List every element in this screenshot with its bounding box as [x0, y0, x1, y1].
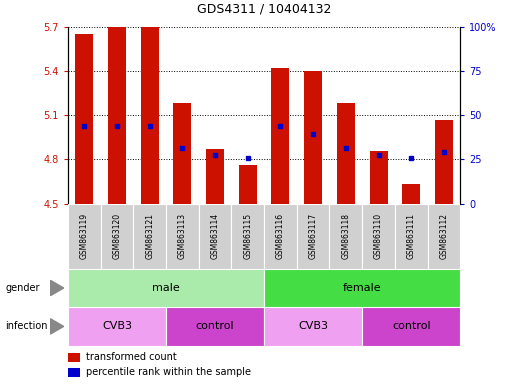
Bar — [108, 27, 126, 204]
Text: gender: gender — [5, 283, 40, 293]
Bar — [166, 307, 264, 346]
Bar — [362, 204, 395, 269]
Bar — [402, 184, 420, 204]
Bar — [264, 204, 297, 269]
Bar — [68, 353, 79, 362]
Text: GSM863113: GSM863113 — [178, 213, 187, 259]
Text: GSM863114: GSM863114 — [211, 213, 220, 259]
Bar — [68, 368, 79, 377]
Bar — [133, 204, 166, 269]
Text: GSM863116: GSM863116 — [276, 213, 285, 259]
Text: transformed count: transformed count — [86, 352, 176, 362]
Text: percentile rank within the sample: percentile rank within the sample — [86, 367, 251, 377]
Bar — [297, 204, 329, 269]
Bar — [239, 165, 257, 204]
Bar — [68, 307, 166, 346]
Text: GSM863110: GSM863110 — [374, 213, 383, 259]
Text: GSM863117: GSM863117 — [309, 213, 317, 259]
Bar — [100, 204, 133, 269]
Bar — [304, 71, 322, 204]
Text: CVB3: CVB3 — [298, 321, 328, 331]
Bar — [271, 68, 289, 204]
Bar — [166, 204, 199, 269]
Text: GSM863120: GSM863120 — [112, 213, 121, 259]
Polygon shape — [50, 319, 64, 334]
Bar — [337, 103, 355, 204]
Bar — [395, 204, 428, 269]
Text: GSM863119: GSM863119 — [80, 213, 89, 259]
Polygon shape — [50, 280, 64, 296]
Bar — [264, 307, 362, 346]
Text: GSM863121: GSM863121 — [145, 213, 154, 259]
Bar — [370, 151, 388, 204]
Bar — [231, 204, 264, 269]
Bar — [428, 204, 460, 269]
Text: infection: infection — [5, 321, 48, 331]
Text: GSM863118: GSM863118 — [342, 213, 350, 259]
Text: control: control — [392, 321, 430, 331]
Bar — [68, 204, 100, 269]
Bar — [141, 27, 158, 204]
Bar — [362, 307, 460, 346]
Text: control: control — [196, 321, 234, 331]
Bar — [75, 34, 93, 204]
Text: GSM863111: GSM863111 — [407, 213, 416, 259]
Text: male: male — [152, 283, 180, 293]
Text: female: female — [343, 283, 381, 293]
Text: GDS4311 / 10404132: GDS4311 / 10404132 — [197, 2, 331, 15]
Bar — [264, 269, 460, 307]
Bar — [68, 269, 264, 307]
Bar — [435, 119, 453, 204]
Text: CVB3: CVB3 — [102, 321, 132, 331]
Bar — [206, 149, 224, 204]
Bar — [199, 204, 231, 269]
Text: GSM863112: GSM863112 — [439, 213, 448, 259]
Text: GSM863115: GSM863115 — [243, 213, 252, 259]
Bar — [329, 204, 362, 269]
Bar — [174, 103, 191, 204]
